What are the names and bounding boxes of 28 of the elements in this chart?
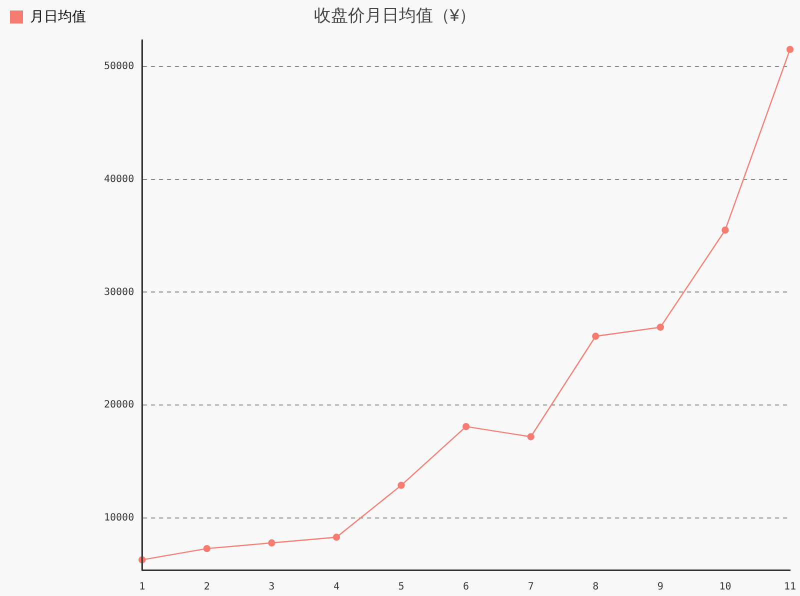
point (722, 226, 729, 234)
x-tick-label: 8 (592, 582, 599, 593)
y-tick-label: 40000 (104, 174, 134, 185)
chart-title: 收盘价月日均值（¥） (314, 6, 476, 25)
point (786, 46, 794, 54)
point (398, 482, 405, 489)
y-tick-label: 30000 (104, 286, 134, 298)
y-tick-label: 50000 (104, 60, 134, 72)
legend-label: 月日均值 (30, 8, 86, 24)
point (332, 534, 340, 541)
x-tick-label: 2 (204, 582, 210, 593)
x-tick-label: 4 (333, 582, 340, 593)
x-tick-label: 10 (719, 582, 732, 593)
point (656, 324, 664, 331)
point (592, 332, 600, 340)
point (527, 433, 534, 440)
x-tick-label: 1 (139, 582, 146, 593)
x-tick-label: 5 (398, 582, 404, 593)
x-tick-label: 3 (268, 582, 275, 593)
x-tick-label: 11 (784, 582, 796, 593)
x-tick-label: 6 (463, 582, 470, 593)
y-tick-label: 10000 (104, 512, 134, 524)
x-tick-label: 9 (657, 582, 664, 593)
y-tick-label: 20000 (104, 400, 134, 411)
point (462, 422, 470, 430)
x-tick-label: 7 (528, 582, 534, 593)
point (203, 544, 210, 552)
point (268, 539, 276, 546)
